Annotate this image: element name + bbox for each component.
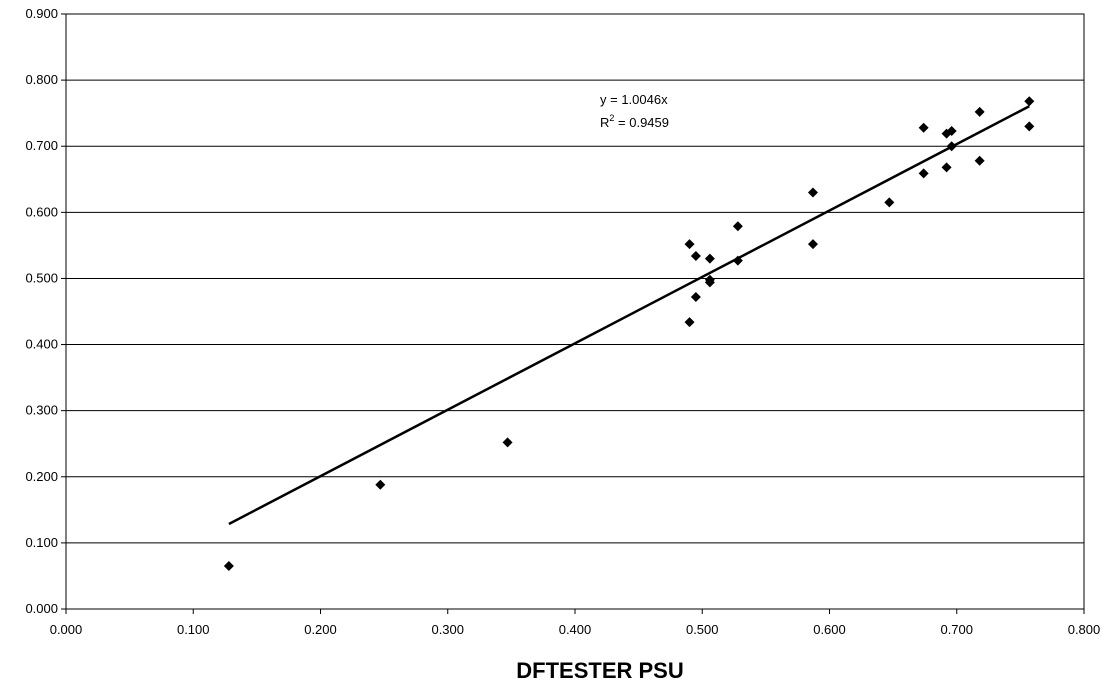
- y-tick-label: 0.000: [25, 601, 58, 616]
- data-point-diamond: [946, 141, 957, 152]
- y-tick-label: 0.200: [25, 469, 58, 484]
- data-point-diamond: [690, 291, 701, 302]
- x-tick-label: 0.200: [304, 622, 337, 637]
- data-point-diamond: [223, 561, 234, 572]
- data-point-diamond: [884, 197, 895, 208]
- data-point-diamond: [941, 162, 952, 173]
- y-tick-labels: 0.000 0.100 0.200 0.300 0.400 0.500 0.600 0.700…: [25, 6, 58, 616]
- x-tick-label: 0.800: [1068, 622, 1101, 637]
- data-point-diamond: [690, 250, 701, 261]
- x-tick-labels: 0.000 0.100 0.200 0.300 0.400 0.500 0.600 0.700…: [50, 622, 1101, 637]
- plot-frame: [65, 13, 1085, 610]
- x-tick-label: 0.500: [686, 622, 719, 637]
- data-point-diamond: [918, 168, 929, 179]
- data-point-diamond: [684, 239, 695, 250]
- axes: [61, 13, 1085, 614]
- y-tick-label: 0.600: [25, 204, 58, 219]
- y-tick-label: 0.800: [25, 72, 58, 87]
- trendline-r-squared: R2 = 0.9459: [600, 113, 669, 130]
- r2-superscript: 2: [609, 113, 614, 123]
- x-axis-label: DFTESTER PSU: [516, 658, 683, 683]
- data-point-diamond: [732, 221, 743, 232]
- gridlines: [66, 13, 1084, 544]
- y-tick-label: 0.700: [25, 138, 58, 153]
- data-point-diamond: [974, 106, 985, 117]
- trendline-group: [228, 105, 1030, 526]
- x-tick-label: 0.400: [559, 622, 592, 637]
- y-tick-label: 0.100: [25, 535, 58, 550]
- data-point-diamond: [946, 126, 957, 137]
- data-point-diamond: [1024, 96, 1035, 107]
- data-point-diamond: [704, 277, 715, 288]
- y-tick-label: 0.300: [25, 403, 58, 418]
- data-point-diamond: [375, 479, 386, 490]
- data-point-diamond: [807, 239, 818, 250]
- x-tick-label: 0.300: [431, 622, 464, 637]
- y-tick-label: 0.500: [25, 270, 58, 285]
- data-points: [223, 96, 1035, 572]
- x-tick-label: 0.000: [50, 622, 83, 637]
- x-tick-label: 0.600: [813, 622, 846, 637]
- data-point-diamond: [807, 187, 818, 198]
- r2-prefix: R: [600, 115, 609, 130]
- data-point-diamond: [704, 253, 715, 264]
- trendline: [228, 105, 1030, 526]
- x-tick-label: 0.100: [177, 622, 210, 637]
- data-point-diamond: [1024, 121, 1035, 132]
- data-point-diamond: [732, 255, 743, 266]
- y-tick-label: 0.900: [25, 6, 58, 21]
- data-point-diamond: [918, 122, 929, 133]
- data-point-diamond: [502, 437, 513, 448]
- y-tick-label: 0.400: [25, 337, 58, 352]
- trendline-equation: y = 1.0046x: [600, 92, 668, 107]
- data-point-diamond: [974, 155, 985, 166]
- data-point-diamond: [684, 317, 695, 328]
- r2-value: = 0.9459: [614, 115, 669, 130]
- x-tick-label: 0.700: [940, 622, 973, 637]
